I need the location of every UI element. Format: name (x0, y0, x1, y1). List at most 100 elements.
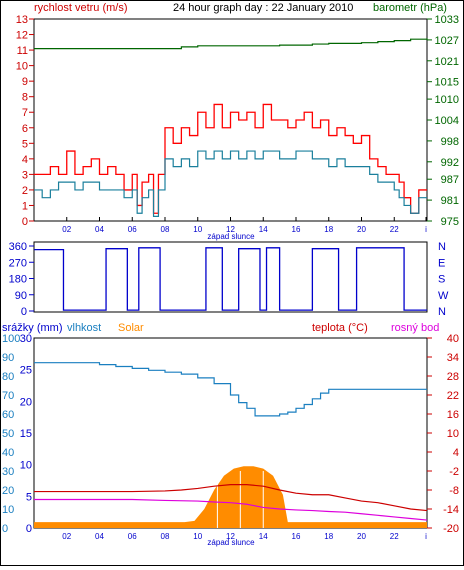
dew-point-line (34, 498, 428, 521)
bottom-x-tick-label: 08 (161, 532, 170, 541)
wind-y-tick-label: 6 (22, 123, 28, 135)
wind-y-tick-label: 5 (22, 138, 28, 150)
top-x-tick-label: 06 (128, 225, 137, 234)
temperature-y-tick-label: 34 (447, 352, 459, 364)
humidity-y-tick-label: 40 (2, 447, 14, 459)
compass-tick-label: N (438, 306, 446, 318)
humidity-y-tick-label: 0 (2, 523, 8, 535)
humidity-y-tick-label: 70 (2, 390, 14, 402)
barometer-y-tick-label: 1010 (435, 94, 459, 106)
sunset-label-bottom: západ slunce (207, 538, 255, 547)
wind-axis-label: rychlost vetru (m/s) (34, 2, 128, 14)
bottom-x-tick-label: 18 (324, 532, 333, 541)
temperature-y-tick-label: -20 (443, 523, 459, 535)
direction-y-tick-label: 180 (9, 274, 27, 286)
sunset-label-top: západ slunce (207, 232, 255, 241)
rain-y-tick-label: 0 (26, 523, 32, 535)
barometer-y-tick-label: 1021 (435, 56, 459, 68)
wind-y-tick-label: 1 (22, 200, 28, 212)
top-x-tick-label: 16 (292, 225, 301, 234)
barometer-y-tick-label: 992 (441, 157, 459, 169)
temperature-y-tick-label: 40 (447, 333, 459, 345)
top-x-tick-label: 14 (259, 225, 268, 234)
humidity-y-tick-label: 80 (2, 371, 14, 383)
temperature-y-tick-label: 22 (447, 390, 459, 402)
humidity-line (34, 362, 427, 417)
rain-y-tick-label: 5 (26, 491, 32, 503)
top-x-tick-label: i (425, 225, 427, 234)
wind-y-tick-label: 0 (22, 216, 28, 228)
compass-tick-label: S (438, 274, 445, 286)
rain-y-tick-label: 25 (20, 365, 32, 377)
top-x-tick-label: 04 (95, 225, 104, 234)
temperature-axis-label: teplota (°C) (312, 322, 368, 334)
humidity-y-tick-label: 30 (2, 466, 14, 478)
top-x-tick-label: 12 (226, 225, 235, 234)
top-x-tick-label: 20 (357, 225, 366, 234)
top-x-tick-label: 22 (390, 225, 399, 234)
wind-y-tick-label: 13 (16, 14, 28, 26)
top-x-tick-label: 18 (324, 225, 333, 234)
bottom-x-tick-label: 02 (62, 532, 71, 541)
rain-y-tick-label: 30 (20, 333, 32, 345)
humidity-y-tick-label: 20 (2, 485, 14, 497)
wind-y-tick-label: 11 (17, 45, 28, 57)
bottom-x-tick-label: 16 (292, 532, 301, 541)
wind-y-tick-label: 2 (22, 185, 28, 197)
humidity-axis-label: vlhkost (67, 322, 101, 334)
rain-y-tick-label: 20 (20, 396, 32, 408)
humidity-y-tick-label: 50 (2, 428, 14, 440)
barometer-y-tick-label: 981 (441, 195, 459, 207)
temperature-y-tick-label: 4 (453, 447, 459, 459)
barometer-y-tick-label: 1004 (435, 115, 459, 127)
top-x-tick-label: 08 (161, 225, 170, 234)
rain-axis-label: srážky (mm) (2, 322, 63, 334)
wind-y-tick-label: 10 (16, 61, 28, 73)
wind-direction-line (34, 247, 427, 311)
top-x-tick-label: 10 (193, 225, 202, 234)
wind-y-tick-label: 12 (16, 30, 28, 42)
rain-y-tick-label: 15 (20, 428, 32, 440)
bottom-x-tick-label: 06 (128, 532, 137, 541)
top-x-tick-label: 02 (62, 225, 71, 234)
humidity-y-tick-label: 10 (2, 504, 14, 516)
barometer-axis-label: barometr (hPa) (373, 2, 447, 14)
temperature-y-tick-label: -14 (443, 504, 459, 516)
direction-y-tick-label: 360 (9, 241, 27, 253)
barometer-y-tick-label: 998 (441, 136, 459, 148)
temperature-y-tick-label: 16 (447, 409, 459, 421)
humidity-y-tick-label: 100 (2, 333, 20, 345)
solar-axis-label: Solar (118, 322, 144, 334)
compass-tick-label: E (438, 257, 445, 269)
barometer-y-tick-label: 1027 (435, 35, 459, 47)
compass-tick-label: N (438, 241, 446, 253)
dew-point-axis-label: rosný bod (391, 322, 439, 334)
wind-y-tick-label: 4 (22, 154, 28, 166)
bottom-x-tick-label: 14 (259, 532, 268, 541)
temperature-line (34, 484, 428, 512)
rain-y-tick-label: 10 (20, 460, 32, 472)
barometer-y-tick-label: 1033 (435, 14, 459, 26)
barometer-y-tick-label: 987 (441, 174, 459, 186)
wind-y-tick-label: 9 (22, 76, 28, 88)
bottom-x-tick-label: 20 (357, 532, 366, 541)
wind-gust-line (34, 103, 427, 214)
wind-y-tick-label: 7 (22, 107, 28, 119)
bottom-x-tick-label: 04 (95, 532, 104, 541)
humidity-y-tick-label: 60 (2, 409, 14, 421)
barometer-y-tick-label: 975 (441, 216, 459, 228)
temperature-y-tick-label: 10 (447, 428, 459, 440)
bottom-x-tick-label: 12 (226, 532, 235, 541)
temperature-y-tick-label: -8 (449, 485, 459, 497)
barometer-line (34, 38, 428, 50)
barometer-y-tick-label: 1015 (435, 77, 459, 89)
wind-average-line (34, 150, 427, 217)
direction-y-tick-label: 90 (15, 290, 27, 302)
bottom-x-tick-label: 22 (390, 532, 399, 541)
solar-area (34, 466, 427, 528)
direction-y-tick-label: 270 (9, 257, 27, 269)
temperature-y-tick-label: -2 (449, 466, 459, 478)
humidity-y-tick-label: 90 (2, 352, 14, 364)
